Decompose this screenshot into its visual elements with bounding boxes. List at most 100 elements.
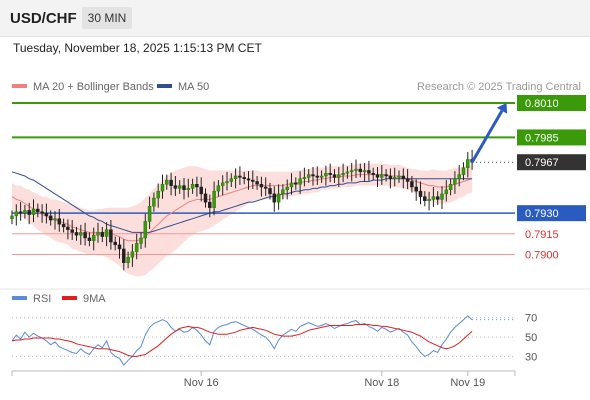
rsi-line: [11, 315, 473, 366]
x-axis-label: Nov 19: [450, 377, 485, 389]
level-label-last: 0.7967: [525, 157, 559, 169]
rsi-legend-swatch-2: [62, 296, 77, 300]
rsi-legend-label-2: 9MA: [83, 293, 106, 305]
resistance-label-0.7985: 0.7985: [525, 132, 559, 144]
candle-body: [113, 241, 117, 246]
candle-body: [298, 178, 302, 185]
candle-body: [212, 190, 216, 208]
candle-body: [44, 212, 49, 217]
level-label-box-last: [517, 154, 586, 171]
candle-body: [392, 177, 397, 179]
pivot-label-box-0.7930: [517, 205, 586, 222]
candle-body: [427, 199, 431, 202]
support-label-0.7915: 0.7915: [525, 229, 559, 241]
rsi-tick-30: 30: [525, 351, 537, 363]
candle-body: [23, 210, 27, 214]
candle-body: [405, 178, 410, 182]
candle-body: [91, 234, 96, 241]
candle-body: [126, 256, 130, 263]
candle-body: [195, 183, 199, 188]
timeframe-button[interactable]: 30 MIN: [82, 7, 132, 29]
candle-body: [466, 159, 470, 168]
candle-body: [216, 185, 221, 192]
rsi-tick-50: 50: [525, 332, 537, 344]
candle-body: [251, 179, 255, 182]
candle-body: [332, 174, 337, 178]
candle-body: [61, 223, 66, 228]
candle-body: [147, 206, 152, 222]
candle-body: [276, 193, 281, 203]
header-bar: USD/CHF 30 MIN: [0, 0, 590, 37]
candle-body: [423, 196, 427, 202]
candle-body: [203, 193, 208, 203]
candle-body: [70, 229, 74, 233]
legend-swatch-1: [12, 84, 27, 88]
candle-body: [397, 175, 401, 178]
candle-body: [367, 170, 371, 174]
candle-body: [388, 175, 393, 179]
candle-body: [431, 196, 436, 200]
candle-body: [259, 183, 264, 188]
candle-body: [177, 185, 182, 189]
candle-body: [410, 181, 414, 188]
candle-body: [104, 229, 109, 237]
x-axis-label: Nov 16: [184, 377, 219, 389]
candle-body: [139, 237, 143, 244]
candle-body: [130, 251, 135, 258]
candle-body: [74, 232, 79, 236]
candle-body: [289, 182, 294, 188]
candle-body: [36, 208, 40, 213]
candle-body: [302, 177, 307, 179]
candle-body: [242, 177, 246, 179]
candle-body: [328, 172, 332, 175]
candle-body: [96, 232, 100, 236]
legend-label-2: MA 50: [178, 81, 209, 93]
candle-body: [371, 172, 375, 175]
candle-body: [263, 186, 268, 189]
candle-body: [27, 210, 31, 215]
resistance-label-box-0.7985: [517, 129, 586, 146]
legend-swatch-2: [157, 84, 172, 88]
candle-body: [225, 181, 229, 184]
candle-body: [14, 211, 19, 217]
candle-body: [57, 218, 62, 225]
candle-body: [220, 182, 225, 186]
candle-body: [31, 208, 36, 215]
candle-body: [160, 183, 165, 192]
support-label-0.7900: 0.7900: [525, 249, 559, 261]
candle-body: [199, 186, 203, 195]
candle-body: [354, 168, 358, 171]
candle-body: [53, 218, 57, 221]
candle-body: [87, 237, 92, 241]
candle-body: [255, 181, 259, 185]
candle-body: [358, 168, 363, 173]
projection-arrow-head: [496, 103, 508, 114]
candle-body: [414, 186, 418, 192]
candle-body: [66, 226, 70, 230]
candle-body: [311, 174, 315, 177]
candle-body: [208, 201, 212, 208]
candle-body: [349, 170, 354, 173]
resistance-label-0.8010: 0.8010: [525, 98, 559, 110]
candle-body: [18, 211, 23, 214]
candle-body: [380, 174, 384, 178]
candle-body: [294, 182, 298, 185]
candle-body: [156, 190, 160, 199]
candle-body: [246, 178, 251, 181]
copyright-text: Research © 2025 Trading Central: [417, 81, 581, 93]
candle-body: [268, 188, 272, 195]
candle-body: [384, 174, 388, 177]
candle-body: [122, 248, 126, 263]
candle-body: [190, 183, 195, 189]
rsi-legend-label-1: RSI: [33, 293, 51, 305]
candle-body: [401, 175, 406, 179]
projection-arrow-shaft: [470, 110, 504, 163]
candle-body: [143, 221, 148, 239]
candle-body: [345, 171, 350, 174]
candle-body: [324, 172, 328, 177]
rsi-ma9-line: [11, 324, 473, 357]
candle-body: [109, 229, 113, 243]
candle-body: [362, 170, 367, 173]
symbol-title: USD/CHF: [10, 10, 77, 27]
